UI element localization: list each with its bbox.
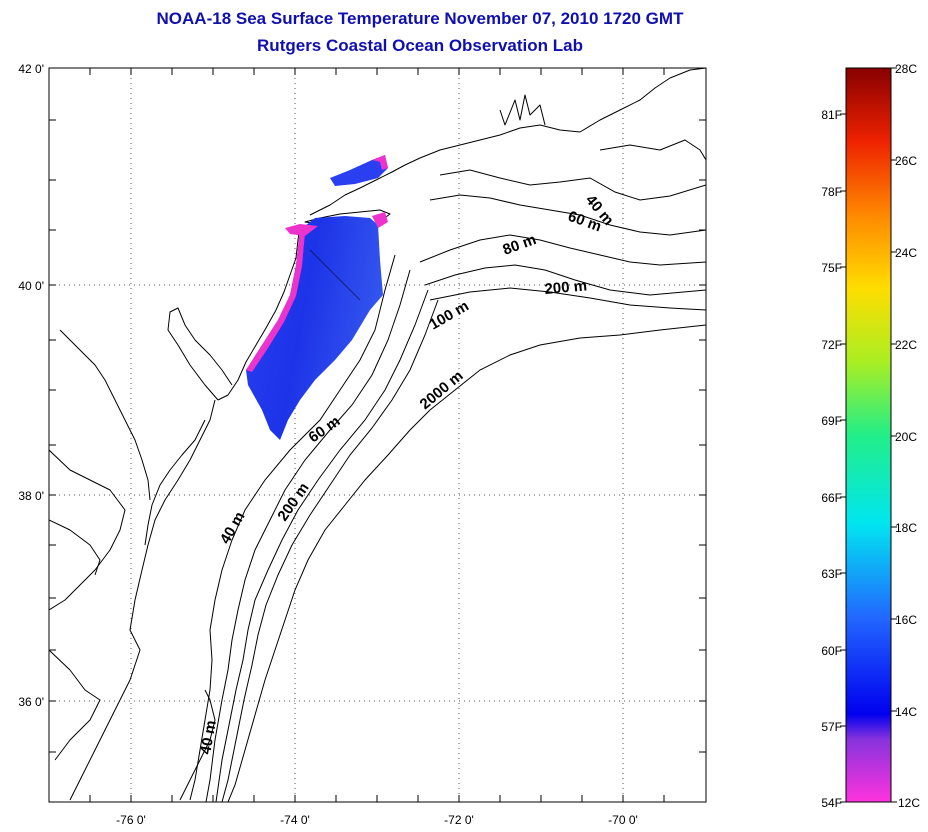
colorbar-c-label: 20C: [895, 430, 917, 444]
colorbar-f-label: 57F: [821, 720, 842, 734]
colorbar-f-label: 60F: [821, 644, 842, 658]
colorbar-f-label: 75F: [821, 261, 842, 275]
colorbar-c-label: 16C: [895, 613, 917, 627]
colorbar-f-label: 66F: [821, 491, 842, 505]
lon-labels: -76 0' -74 0' -72 0' -70 0': [116, 813, 638, 827]
map-frame: [48, 67, 707, 803]
lat-label: 38 0': [18, 489, 44, 503]
lat-label: 42 0': [18, 62, 44, 76]
colorbar-f-label: 81F: [821, 108, 842, 122]
map-subtitle: Rutgers Coastal Ocean Observation Lab: [257, 36, 583, 55]
lon-label: -70 0': [608, 813, 638, 827]
lat-label: 40 0': [18, 279, 44, 293]
colorbar-f-label: 63F: [821, 567, 842, 581]
lon-label: -72 0': [444, 813, 474, 827]
depth-contours: [189, 169, 706, 802]
colorbar-f-label: 72F: [821, 338, 842, 352]
colorbar-c-label: 22C: [895, 338, 917, 352]
depth-label: 40 m: [197, 719, 220, 756]
colorbar-f-label: 78F: [821, 185, 842, 199]
map-ticks: [49, 68, 706, 802]
coastline: [49, 68, 706, 801]
map-title: NOAA-18 Sea Surface Temperature November…: [156, 9, 684, 28]
colorbar-c-label: 24C: [895, 246, 917, 260]
colorbar-c-label: 26C: [895, 154, 917, 168]
colorbar-c-label: 18C: [895, 521, 917, 535]
lon-label: -74 0': [280, 813, 310, 827]
colorbar-c-label: 14C: [895, 705, 917, 719]
colorbar: 28C 26C 24C 22C 20C 18C 16C 14C 12C 81F …: [821, 62, 920, 810]
colorbar-gradient: [845, 67, 892, 803]
depth-label: 200 m: [544, 277, 588, 298]
colorbar-c-label: 12C: [898, 796, 920, 810]
colorbar-f-label: 54F: [821, 796, 842, 810]
colorbar-f-label: 69F: [821, 414, 842, 428]
lon-label: -76 0': [116, 813, 146, 827]
map-content: 40 m 60 m 80 m 200 m 100 m 2000 m 60 m 4…: [49, 68, 706, 802]
sst-swath: [246, 155, 388, 440]
lat-labels: 42 0' 40 0' 38 0' 36 0': [18, 62, 44, 709]
colorbar-c-label: 28C: [895, 62, 917, 76]
lat-label: 36 0': [18, 695, 44, 709]
